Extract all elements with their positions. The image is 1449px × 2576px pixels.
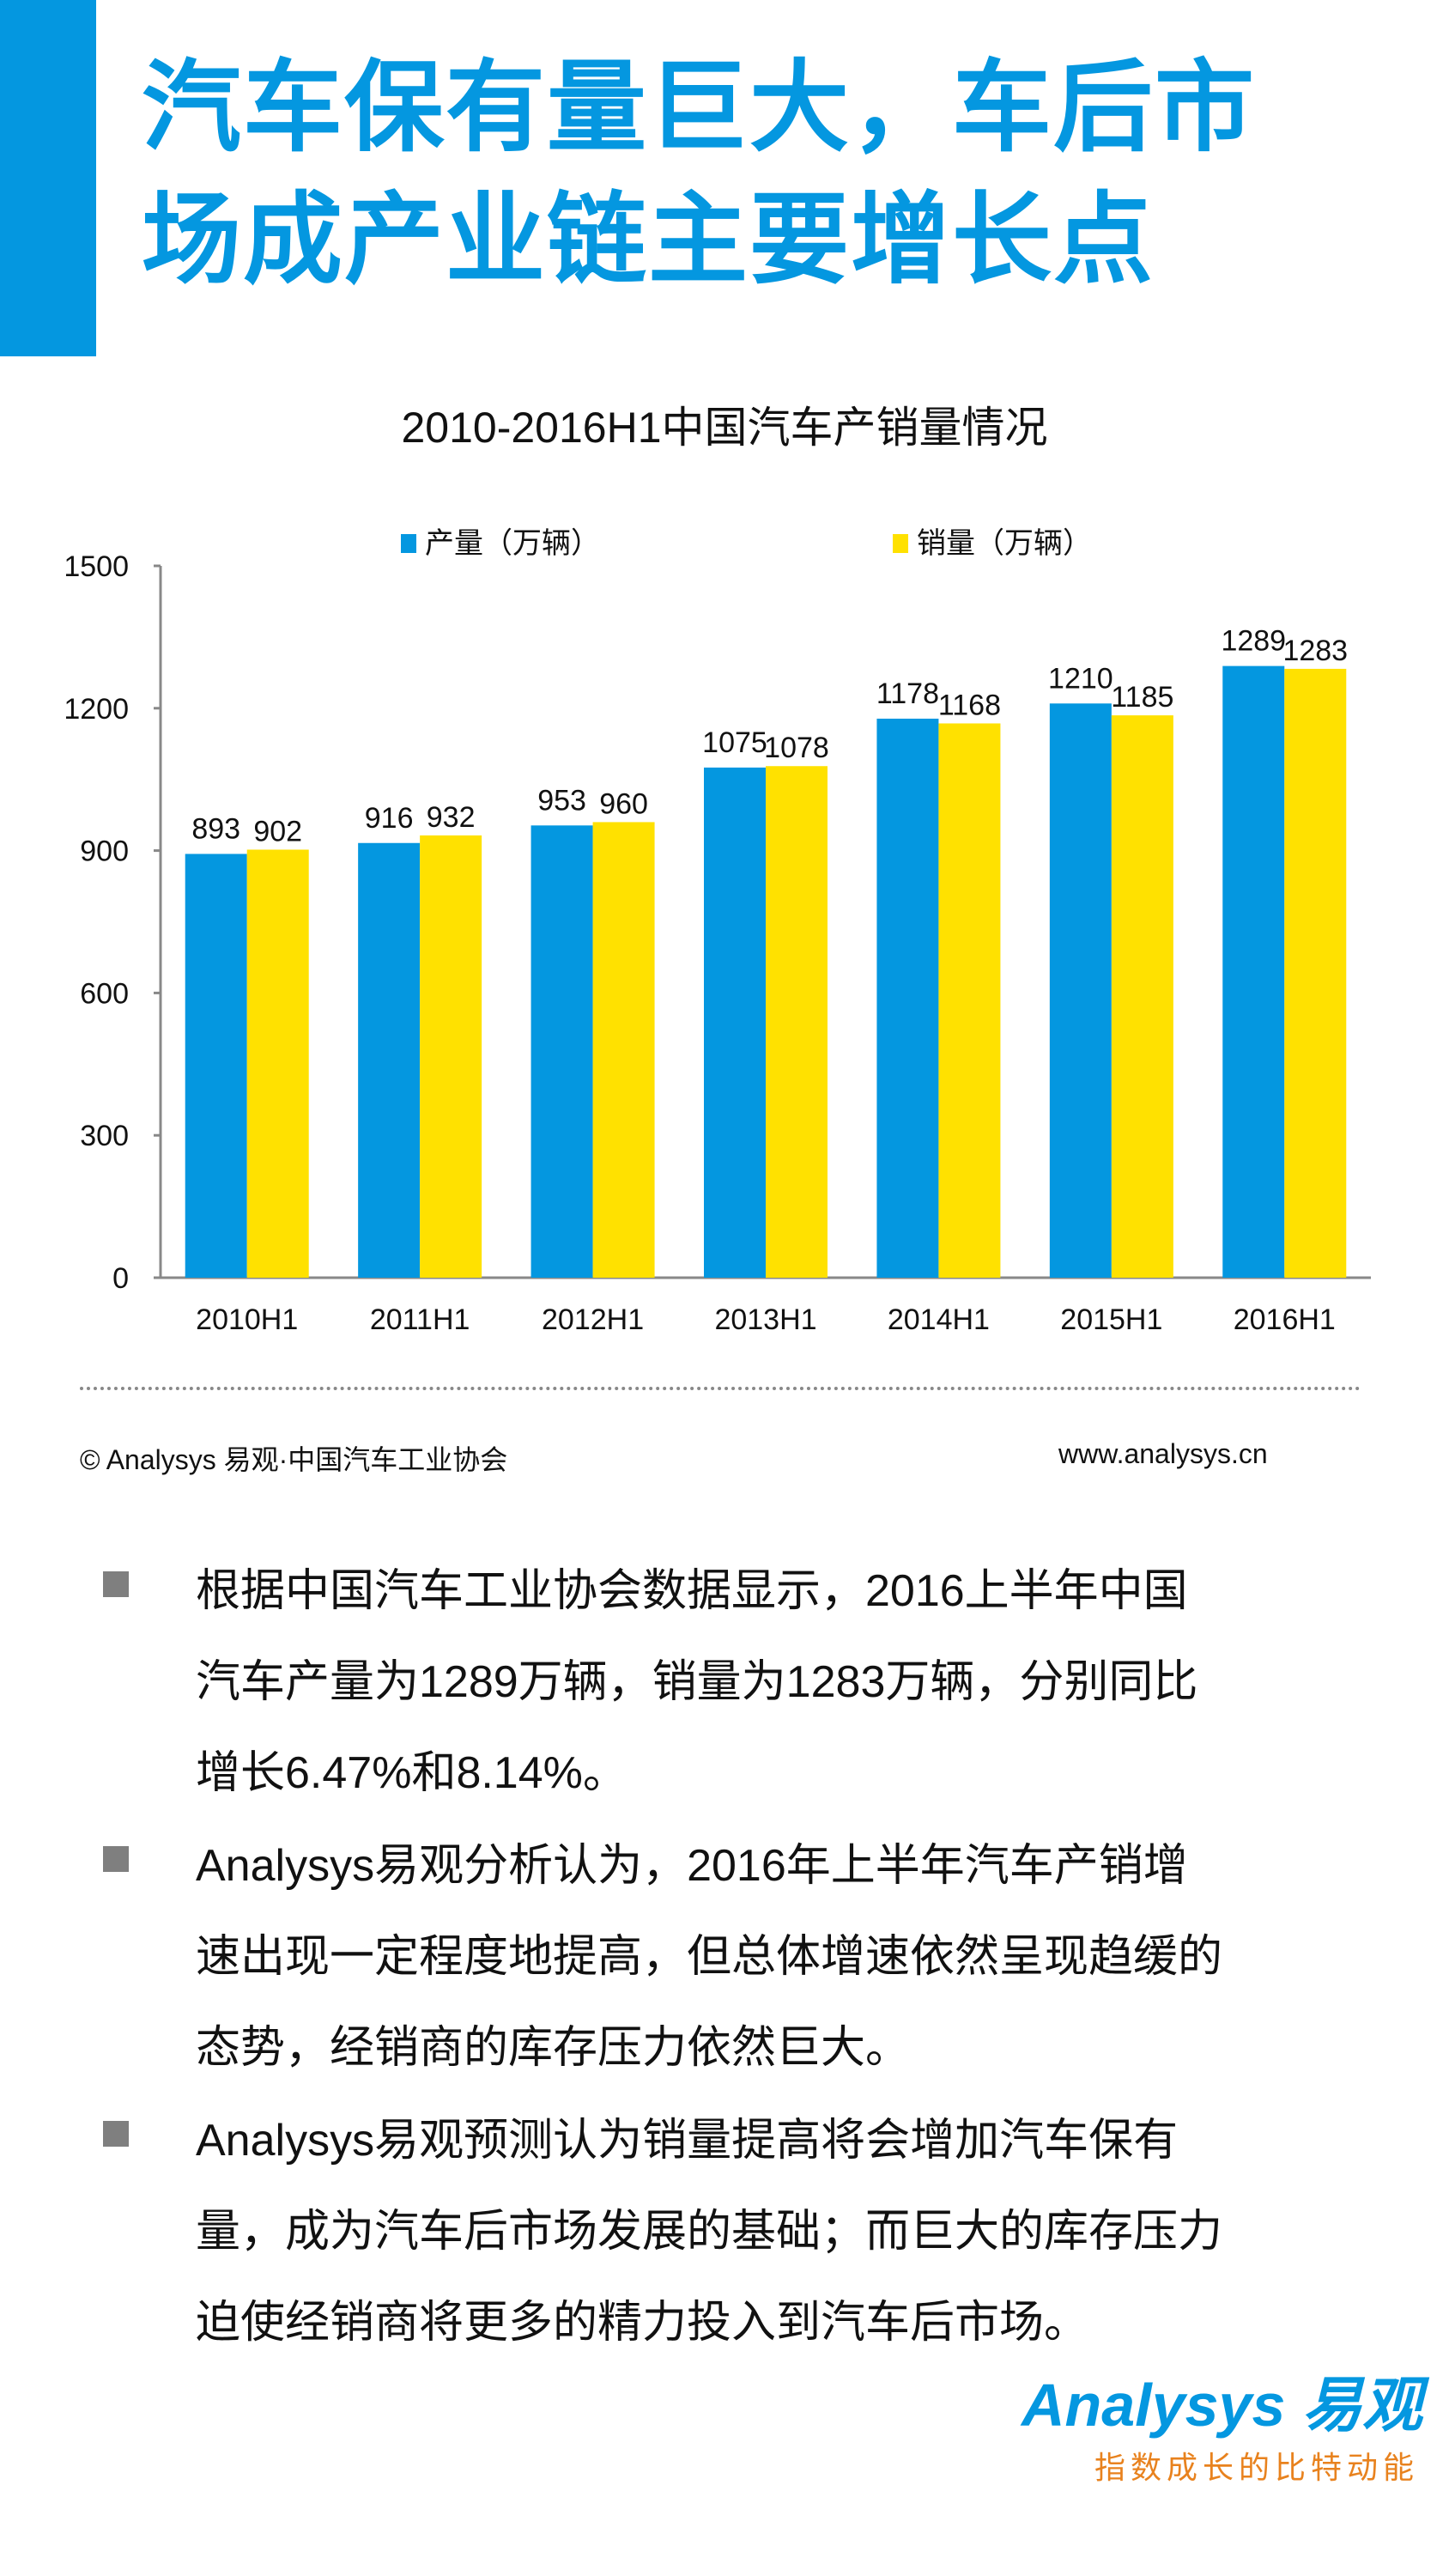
bullet-line: 根据中国汽车工业协会数据显示，2016上半年中国 xyxy=(196,1566,1188,1616)
data-label: 1168 xyxy=(938,689,1001,721)
y-tick-label: 900 xyxy=(80,835,129,868)
x-tick-label: 2013H1 xyxy=(714,1303,816,1336)
bullet-line: 增长6.47%和8.14%。 xyxy=(196,1748,627,1798)
bullet-square-icon xyxy=(103,2121,129,2147)
legend-label: 销量（万辆） xyxy=(917,527,1092,560)
data-label: 1075 xyxy=(702,726,767,759)
bullet-line: 汽车产量为1289万辆，销量为1283万辆，分别同比 xyxy=(196,1657,1198,1707)
bar-production xyxy=(704,767,766,1278)
y-tick-label: 600 xyxy=(80,977,129,1010)
analysys-logo: Analysys 易观 指数成长的比特动能 xyxy=(1022,2357,1422,2494)
data-label: 893 xyxy=(191,812,240,845)
data-label: 1178 xyxy=(876,677,939,710)
bar-sales xyxy=(938,723,1001,1278)
chart-title: 2010-2016H1中国汽车产销量情况 xyxy=(401,404,1048,452)
bar-production xyxy=(1222,665,1285,1278)
legend-label: 产量（万辆） xyxy=(425,527,600,560)
title-line: 汽车保有量巨大，车后市 xyxy=(142,52,1256,163)
bar-sales xyxy=(1111,715,1173,1278)
bullet-line: 速出现一定程度地提高，但总体增速依然呈现趋缓的 xyxy=(196,1932,1223,1982)
bar-production xyxy=(530,825,593,1278)
bullet-square-icon xyxy=(103,1571,129,1597)
bullet-square-icon xyxy=(103,1846,129,1872)
bar-chart: 0 300 600 900 1200 1500 2010H1 893 902 2011H1 916 9… xyxy=(64,527,1371,1336)
bar-sales xyxy=(766,766,828,1278)
bar-production xyxy=(876,718,939,1278)
accent-bar xyxy=(0,0,96,356)
data-label: 1210 xyxy=(1048,662,1113,695)
data-label: 932 xyxy=(427,801,476,834)
x-tick-label: 2015H1 xyxy=(1060,1303,1162,1336)
legend-swatch xyxy=(401,534,416,553)
data-label: 1289 xyxy=(1221,625,1286,658)
x-tick-label: 2011H1 xyxy=(370,1303,470,1336)
y-tick-label: 0 xyxy=(112,1262,129,1295)
bullet-line: 态势，经销商的库存压力依然巨大。 xyxy=(196,2023,911,2073)
bar-sales xyxy=(1284,668,1347,1278)
logo-name: Analysys 易观 xyxy=(1022,2372,1422,2439)
data-label: 1185 xyxy=(1111,681,1173,714)
bar-production xyxy=(358,842,421,1278)
data-label: 953 xyxy=(537,784,586,817)
source-note: © Analysys 易观·中国汽车工业协会 xyxy=(80,1444,508,1475)
x-tick-label: 2012H1 xyxy=(542,1303,644,1336)
bar-production xyxy=(1049,703,1112,1278)
data-label: 1078 xyxy=(764,732,829,764)
data-label: 960 xyxy=(599,787,648,820)
x-tick-label: 2010H1 xyxy=(196,1303,298,1336)
bar-sales xyxy=(246,849,309,1278)
logo-slogan: 指数成长的比特动能 xyxy=(1094,2450,1420,2485)
x-tick-label: 2016H1 xyxy=(1234,1303,1336,1336)
data-label: 916 xyxy=(365,802,414,835)
bar-sales xyxy=(420,835,482,1278)
title-line: 场成产业链主要增长点 xyxy=(142,184,1155,295)
bullet-line: Analysys易观分析认为，2016年上半年汽车产销增 xyxy=(196,1841,1188,1891)
website-link[interactable]: www.analysys.cn xyxy=(1058,1438,1268,1469)
legend-swatch xyxy=(893,534,908,553)
y-tick-label: 1500 xyxy=(64,550,129,583)
bar-production xyxy=(185,854,247,1278)
bullet-line: 迫使经销商将更多的精力投入到汽车后市场。 xyxy=(196,2298,1089,2348)
bullet-line: 量，成为汽车后市场发展的基础；而巨大的库存压力 xyxy=(196,2207,1223,2257)
bullet-line: Analysys易观预测认为销量提高将会增加汽车保有 xyxy=(196,2116,1179,2166)
page-title: 汽车保有量巨大，车后市 场成产业链主要增长点 xyxy=(142,41,1256,306)
bar-sales xyxy=(592,822,655,1278)
y-tick-label: 1200 xyxy=(64,693,129,726)
x-tick-label: 2014H1 xyxy=(888,1303,990,1336)
data-label: 902 xyxy=(253,815,302,848)
y-tick-label: 300 xyxy=(80,1120,129,1152)
divider xyxy=(80,1387,1361,1390)
data-label: 1283 xyxy=(1282,635,1348,667)
